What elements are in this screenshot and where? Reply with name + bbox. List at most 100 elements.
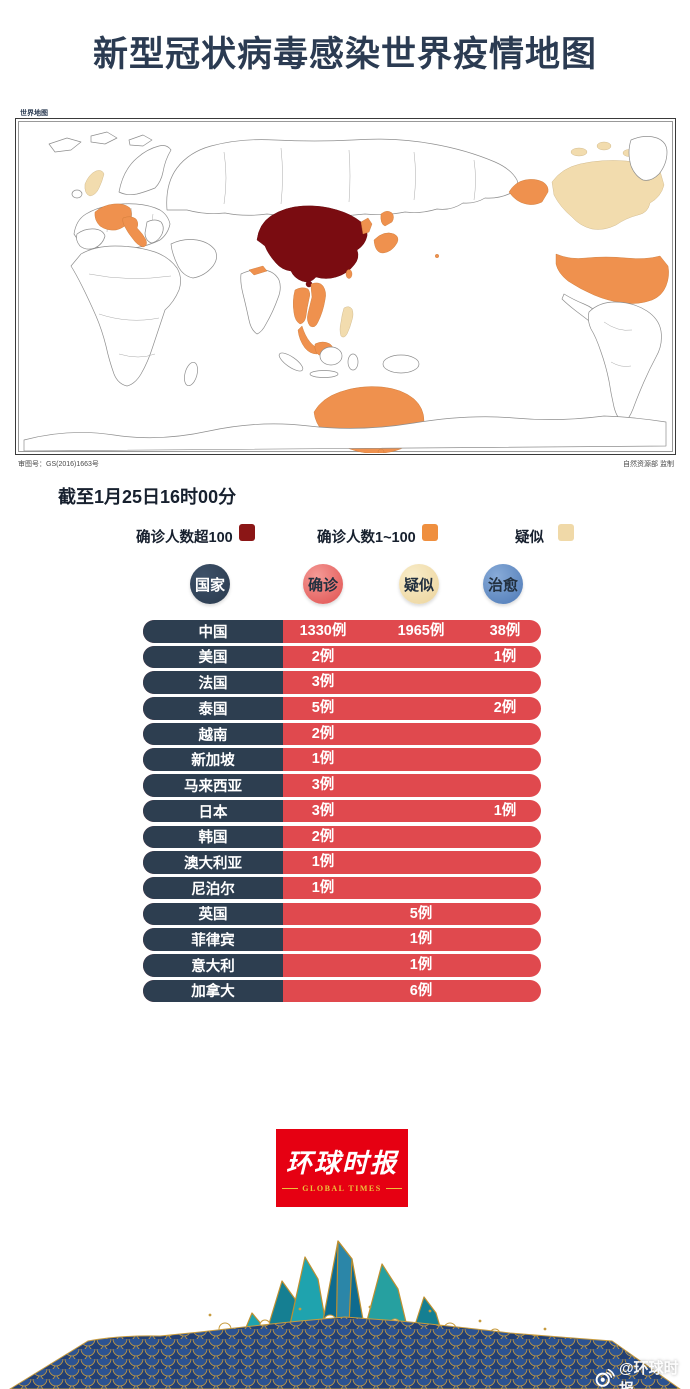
column-header-suspected: 疑似 bbox=[399, 564, 439, 604]
country-name: 中国 bbox=[198, 624, 228, 641]
table-row: 尼泊尔 1例 bbox=[143, 876, 541, 900]
confirmed-count: 3例 bbox=[311, 777, 335, 794]
country-name: 英国 bbox=[198, 907, 228, 924]
global-times-logo: 环球时报 GLOBAL TIMES bbox=[276, 1129, 408, 1207]
suspected-count: 1例 bbox=[409, 956, 433, 973]
cured-count: 1例 bbox=[493, 648, 517, 665]
confirmed-count: 3例 bbox=[311, 802, 335, 819]
cured-count: 38例 bbox=[489, 623, 521, 639]
table-row: 意大利 1例 bbox=[143, 953, 541, 977]
country-cell: 泰国 bbox=[143, 697, 283, 720]
confirmed-count: 5例 bbox=[311, 700, 335, 717]
country-cell: 尼泊尔 bbox=[143, 876, 283, 900]
table-row: 加拿大 6例 bbox=[143, 979, 541, 1003]
legend-swatch-suspected bbox=[558, 524, 574, 541]
world-map bbox=[23, 131, 669, 453]
suspected-count: 1965例 bbox=[397, 623, 445, 639]
suspected-count: 1例 bbox=[409, 931, 433, 948]
map-country-japan bbox=[380, 211, 394, 227]
country-cell: 美国 bbox=[143, 645, 283, 669]
map-country-italy bbox=[122, 216, 147, 248]
table-row: 泰国 5例 2例 bbox=[143, 697, 541, 720]
country-name: 美国 bbox=[198, 650, 228, 667]
map-country-canada bbox=[551, 160, 665, 230]
logo-chinese-name: 环球时报 bbox=[285, 1148, 398, 1178]
as-of-timestamp: 截至1月25日16时00分 bbox=[58, 487, 237, 507]
cured-count: 1例 bbox=[493, 802, 517, 819]
confirmed-count: 1例 bbox=[311, 854, 335, 871]
weibo-icon bbox=[595, 1368, 615, 1387]
map-country-thailand bbox=[293, 287, 310, 325]
table-row: 菲律宾 1例 bbox=[143, 928, 541, 951]
table-row: 澳大利亚 1例 bbox=[143, 851, 541, 874]
confirmed-count: 2例 bbox=[311, 828, 335, 845]
country-name: 日本 bbox=[198, 804, 228, 821]
map-region-taiwan bbox=[345, 269, 353, 279]
country-name: 法国 bbox=[198, 676, 228, 693]
map-country-vietnam bbox=[307, 282, 326, 328]
map-country-nepal bbox=[248, 265, 268, 276]
map-country-philippines bbox=[339, 306, 354, 338]
world-map-frame bbox=[15, 118, 676, 455]
cured-count: 2例 bbox=[493, 700, 517, 717]
country-cell: 日本 bbox=[143, 799, 283, 823]
column-header-cured: 治愈 bbox=[483, 564, 523, 604]
table-row: 日本 3例 1例 bbox=[143, 799, 541, 823]
decorative-mountain-wave-art bbox=[0, 1229, 690, 1389]
logo-english-name: GLOBAL TIMES bbox=[282, 1184, 401, 1193]
country-cell: 法国 bbox=[143, 671, 283, 694]
column-header-country: 国家 bbox=[190, 564, 230, 604]
country-name: 新加坡 bbox=[191, 753, 235, 770]
map-corner-label: 世界地图 bbox=[20, 110, 48, 117]
suspected-count: 5例 bbox=[409, 905, 433, 922]
page-title: 新型冠状病毒感染世界疫情地图 bbox=[92, 35, 597, 74]
map-region-alaska bbox=[508, 179, 549, 205]
country-cell: 澳大利亚 bbox=[143, 851, 283, 874]
suspected-count: 6例 bbox=[409, 982, 433, 999]
country-name: 澳大利亚 bbox=[184, 855, 242, 872]
country-cell: 新加坡 bbox=[143, 748, 283, 772]
country-cell: 意大利 bbox=[143, 953, 283, 977]
legend-swatch-1to100 bbox=[422, 524, 438, 541]
table-row: 新加坡 1例 bbox=[143, 748, 541, 772]
legend-label-over100: 确诊人数超100 bbox=[136, 530, 233, 546]
map-country-malaysia bbox=[297, 325, 320, 355]
table-row: 法国 3例 bbox=[143, 671, 541, 694]
table-row: 英国 5例 bbox=[143, 902, 541, 926]
map-country-china bbox=[256, 205, 368, 283]
country-cell: 加拿大 bbox=[143, 979, 283, 1003]
confirmed-count: 1例 bbox=[311, 751, 335, 768]
legend-label-1to100: 确诊人数1~100 bbox=[317, 530, 416, 546]
country-name: 韩国 bbox=[198, 830, 228, 847]
country-cell: 中国 bbox=[143, 620, 283, 643]
map-approval-number: 审图号：GS(2016)1663号 bbox=[18, 461, 99, 468]
confirmed-count: 1例 bbox=[311, 879, 335, 896]
map-country-south-korea bbox=[360, 217, 373, 235]
map-producer-credit: 自然资源部 监制 bbox=[623, 461, 674, 468]
country-cell: 马来西亚 bbox=[143, 774, 283, 797]
country-cell: 英国 bbox=[143, 902, 283, 926]
country-cell: 菲律宾 bbox=[143, 928, 283, 951]
legend-swatch-over100 bbox=[239, 524, 255, 541]
country-name: 尼泊尔 bbox=[191, 881, 235, 898]
country-name: 马来西亚 bbox=[184, 778, 242, 795]
table-row: 韩国 2例 bbox=[143, 825, 541, 849]
country-name: 意大利 bbox=[191, 958, 235, 975]
table-row: 中国 1330例 1965例 38例 bbox=[143, 620, 541, 643]
map-country-usa bbox=[555, 253, 669, 304]
map-country-uk bbox=[84, 170, 105, 197]
country-name: 加拿大 bbox=[191, 984, 235, 1001]
weibo-watermark: @环球时报 bbox=[594, 1357, 690, 1389]
table-row: 美国 2例 1例 bbox=[143, 645, 541, 669]
table-row: 马来西亚 3例 bbox=[143, 774, 541, 797]
confirmed-count: 2例 bbox=[311, 725, 335, 742]
watermark-text: @环球时报 bbox=[618, 1360, 679, 1389]
confirmed-count: 2例 bbox=[311, 648, 335, 665]
table-row: 越南 2例 bbox=[143, 722, 541, 746]
country-name: 菲律宾 bbox=[191, 933, 235, 950]
country-cell: 韩国 bbox=[143, 825, 283, 849]
country-cell: 越南 bbox=[143, 722, 283, 746]
confirmed-count: 1330例 bbox=[299, 623, 347, 639]
table-rows: 中国 1330例 1965例 38例 美国 2例 1例 法国 3例 泰国 5例 bbox=[143, 620, 541, 1003]
